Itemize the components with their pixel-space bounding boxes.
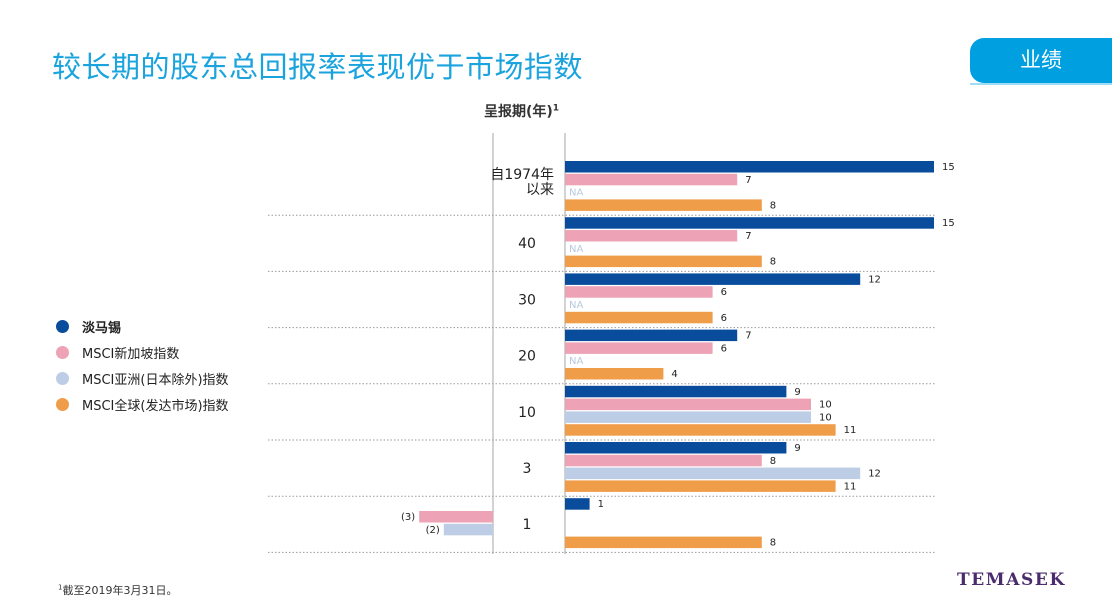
category-label: 自1974年以来 xyxy=(490,167,554,198)
legend-label: MSCI全球(发达市场)指数 xyxy=(82,398,229,414)
legend-marker xyxy=(56,345,69,359)
data-label: 10 xyxy=(819,400,832,411)
data-label: 6 xyxy=(721,287,727,298)
na-label: NA xyxy=(569,356,583,367)
bar xyxy=(443,523,493,536)
bar xyxy=(565,536,762,549)
data-label: 15 xyxy=(942,218,955,229)
legend-marker xyxy=(56,371,69,385)
bar xyxy=(565,480,836,492)
bar xyxy=(565,161,934,173)
bar xyxy=(565,424,836,436)
bar xyxy=(565,368,664,380)
data-label: 12 xyxy=(868,274,881,285)
bar xyxy=(565,255,762,268)
category-label: 20 xyxy=(518,349,536,365)
category-label-line: 自1974年 xyxy=(490,167,554,183)
bar xyxy=(565,311,713,324)
category-label: 1 xyxy=(523,517,532,533)
bar xyxy=(565,273,861,285)
bar xyxy=(565,398,811,411)
bar xyxy=(565,442,787,454)
data-label: 8 xyxy=(770,456,776,467)
na-label: NA xyxy=(569,300,583,311)
data-label: 6 xyxy=(721,313,727,324)
legend-label: 淡马锡 xyxy=(82,320,122,336)
data-label: 7 xyxy=(745,331,751,342)
tab-divider xyxy=(970,83,1112,85)
data-label: 9 xyxy=(794,387,800,398)
legend-label: MSCI新加坡指数 xyxy=(82,346,180,362)
bar xyxy=(565,467,861,480)
bar xyxy=(565,454,762,467)
data-label: (2) xyxy=(426,525,440,536)
legend-item: MSCI亚洲(日本除外)指数 xyxy=(56,365,229,391)
bar xyxy=(565,199,762,211)
data-label: 4 xyxy=(671,369,677,380)
footnote-text: 截至2019年3月31日。 xyxy=(62,584,178,597)
legend-marker xyxy=(56,319,69,333)
footnote-marker: 1 xyxy=(58,583,63,592)
data-label: 11 xyxy=(844,481,857,492)
data-label: 9 xyxy=(794,443,800,454)
bar xyxy=(419,511,493,523)
bar xyxy=(565,230,738,242)
page-title: 较长期的股东总回报率表现优于市场指数 xyxy=(52,50,584,84)
section-tab[interactable]: 业绩 xyxy=(970,38,1112,83)
legend-item: MSCI新加坡指数 xyxy=(56,339,229,365)
bar xyxy=(565,385,787,398)
bar xyxy=(565,286,713,298)
data-label: 11 xyxy=(844,425,857,436)
legend-label: MSCI亚洲(日本除外)指数 xyxy=(82,372,229,388)
data-label: 8 xyxy=(770,257,776,268)
period-header: 呈报期(年)1 xyxy=(484,101,559,121)
category-label: 30 xyxy=(518,292,536,308)
data-label: 6 xyxy=(721,343,727,354)
na-label: NA xyxy=(569,188,583,199)
bar xyxy=(565,173,738,186)
bar xyxy=(565,411,811,423)
data-label: 10 xyxy=(819,412,832,423)
period-header-footnote-marker: 1 xyxy=(552,103,560,114)
data-label: 12 xyxy=(868,469,881,480)
data-label: 15 xyxy=(942,162,955,173)
category-label: 40 xyxy=(518,236,536,252)
temasek-logo: TEMASEK xyxy=(957,570,1066,590)
bar xyxy=(565,329,738,342)
na-label: NA xyxy=(569,244,583,255)
data-label: 1 xyxy=(598,499,604,510)
category-label: 10 xyxy=(518,405,536,421)
data-label: 7 xyxy=(745,231,751,242)
category-label-line: 以来 xyxy=(526,182,554,198)
data-label: 8 xyxy=(770,538,776,549)
data-label: 8 xyxy=(770,200,776,211)
data-label: (3) xyxy=(401,512,415,523)
chart-legend: 淡马锡 MSCI新加坡指数 MSCI亚洲(日本除外)指数 MSCI全球(发达市场)指数 xyxy=(56,313,229,417)
footnote: 1截至2019年3月31日。 xyxy=(58,582,177,598)
bar xyxy=(565,342,713,354)
legend-item: 淡马锡 xyxy=(56,313,229,339)
bar xyxy=(565,498,590,510)
legend-item: MSCI全球(发达市场)指数 xyxy=(56,391,229,417)
legend-marker xyxy=(56,397,69,411)
category-label: 3 xyxy=(523,461,532,477)
period-header-label: 呈报期(年) xyxy=(484,104,553,120)
data-label: 7 xyxy=(745,175,751,186)
bar xyxy=(565,217,934,229)
